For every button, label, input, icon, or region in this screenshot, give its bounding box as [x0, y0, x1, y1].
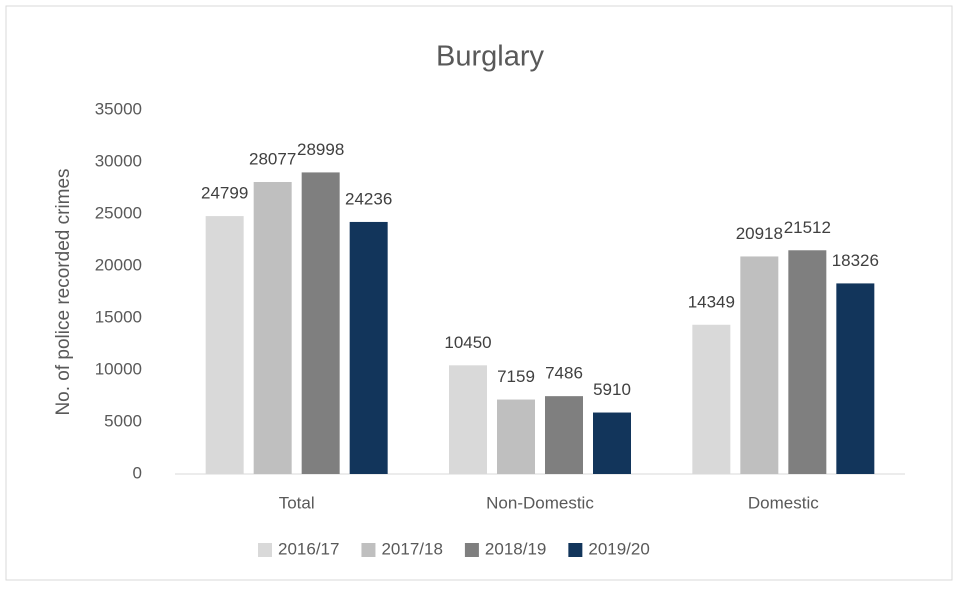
value-label: 24236	[345, 189, 392, 208]
value-label: 18326	[832, 251, 879, 270]
value-label: 24799	[201, 184, 248, 203]
value-label: 28077	[249, 149, 296, 168]
y-tick-label: 5000	[104, 411, 142, 430]
bar	[449, 365, 487, 474]
y-tick-label: 10000	[95, 359, 142, 378]
y-tick-label: 15000	[95, 307, 142, 326]
legend-swatch	[258, 543, 272, 557]
x-tick-label: Domestic	[748, 493, 819, 512]
y-tick-label: 35000	[95, 99, 142, 118]
value-label: 14349	[688, 292, 735, 311]
legend-label: 2016/17	[278, 539, 339, 558]
value-label: 28998	[297, 140, 344, 159]
value-label: 7159	[497, 367, 535, 386]
bar	[545, 396, 583, 474]
chart-title: Burglary	[436, 41, 544, 73]
bar	[253, 181, 292, 474]
bar	[205, 216, 244, 474]
legend-label: 2018/19	[485, 539, 546, 558]
bar	[497, 399, 535, 474]
y-tick-label: 30000	[95, 151, 142, 170]
value-label: 20918	[736, 224, 783, 243]
bar	[301, 172, 340, 474]
bar	[788, 250, 827, 474]
x-tick-label: Total	[279, 493, 315, 512]
y-tick-label: 0	[133, 463, 142, 482]
value-label: 21512	[784, 218, 831, 237]
legend-swatch	[464, 543, 479, 557]
legend-label: 2017/18	[381, 539, 442, 558]
legend-swatch	[361, 543, 376, 557]
bar	[349, 221, 388, 474]
value-label: 7486	[545, 364, 583, 383]
value-label: 10450	[444, 333, 491, 352]
bar	[593, 412, 631, 474]
x-tick-label: Non-Domestic	[486, 493, 594, 512]
bar	[836, 283, 875, 474]
legend-label: 2019/20	[588, 539, 649, 558]
y-axis-label: No. of police recorded crimes	[53, 168, 74, 415]
legend-swatch	[568, 543, 583, 557]
bar	[740, 256, 779, 474]
value-label: 5910	[593, 380, 631, 399]
y-tick-label: 25000	[95, 203, 142, 222]
y-tick-label: 20000	[95, 255, 142, 274]
bar	[692, 324, 731, 474]
